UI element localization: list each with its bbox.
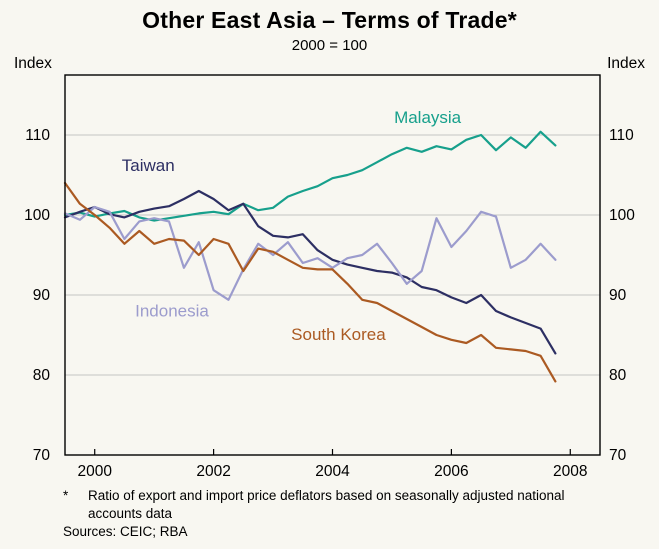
y-tick-label-left: 100	[24, 207, 50, 224]
sources-line: Sources: CEIC; RBA	[63, 524, 188, 539]
y-axis-unit-right: Index	[607, 55, 645, 72]
y-tick-label-left: 80	[33, 367, 51, 384]
x-tick-label: 2006	[434, 463, 468, 480]
series-line-malaysia	[63, 130, 557, 222]
chart-title: Other East Asia – Terms of Trade*	[142, 7, 517, 33]
series-label-malaysia: Malaysia	[394, 108, 462, 127]
series-line-indonesia	[63, 205, 557, 301]
series-label-indonesia: Indonesia	[135, 302, 209, 321]
series-line-taiwan	[63, 189, 557, 355]
y-tick-label-right: 110	[609, 127, 634, 144]
y-tick-label-right: 90	[609, 287, 627, 304]
y-tick-label-right: 70	[609, 447, 627, 464]
series-label-south-korea: South Korea	[291, 325, 386, 344]
chart-subtitle: 2000 = 100	[291, 37, 368, 54]
footnote-marker: *	[63, 488, 69, 503]
series-line-south-korea	[63, 181, 557, 383]
plot-border	[64, 74, 601, 456]
x-tick-label: 2002	[196, 463, 230, 480]
y-tick-label-left: 90	[33, 287, 51, 304]
footnote: * Ratio of export and import price defla…	[63, 487, 603, 522]
series-label-taiwan: Taiwan	[122, 156, 175, 175]
x-tick-label: 2008	[553, 463, 587, 480]
footnote-text: Ratio of export and import price deflato…	[88, 488, 565, 521]
x-tick-label: 2000	[77, 463, 112, 480]
y-tick-label-left: 110	[25, 127, 50, 144]
y-tick-label-left: 70	[33, 447, 51, 464]
x-tick-label: 2004	[315, 463, 350, 480]
y-tick-label-right: 100	[609, 207, 635, 224]
y-tick-label-right: 80	[609, 367, 627, 384]
y-axis-unit-left: Index	[14, 55, 52, 72]
